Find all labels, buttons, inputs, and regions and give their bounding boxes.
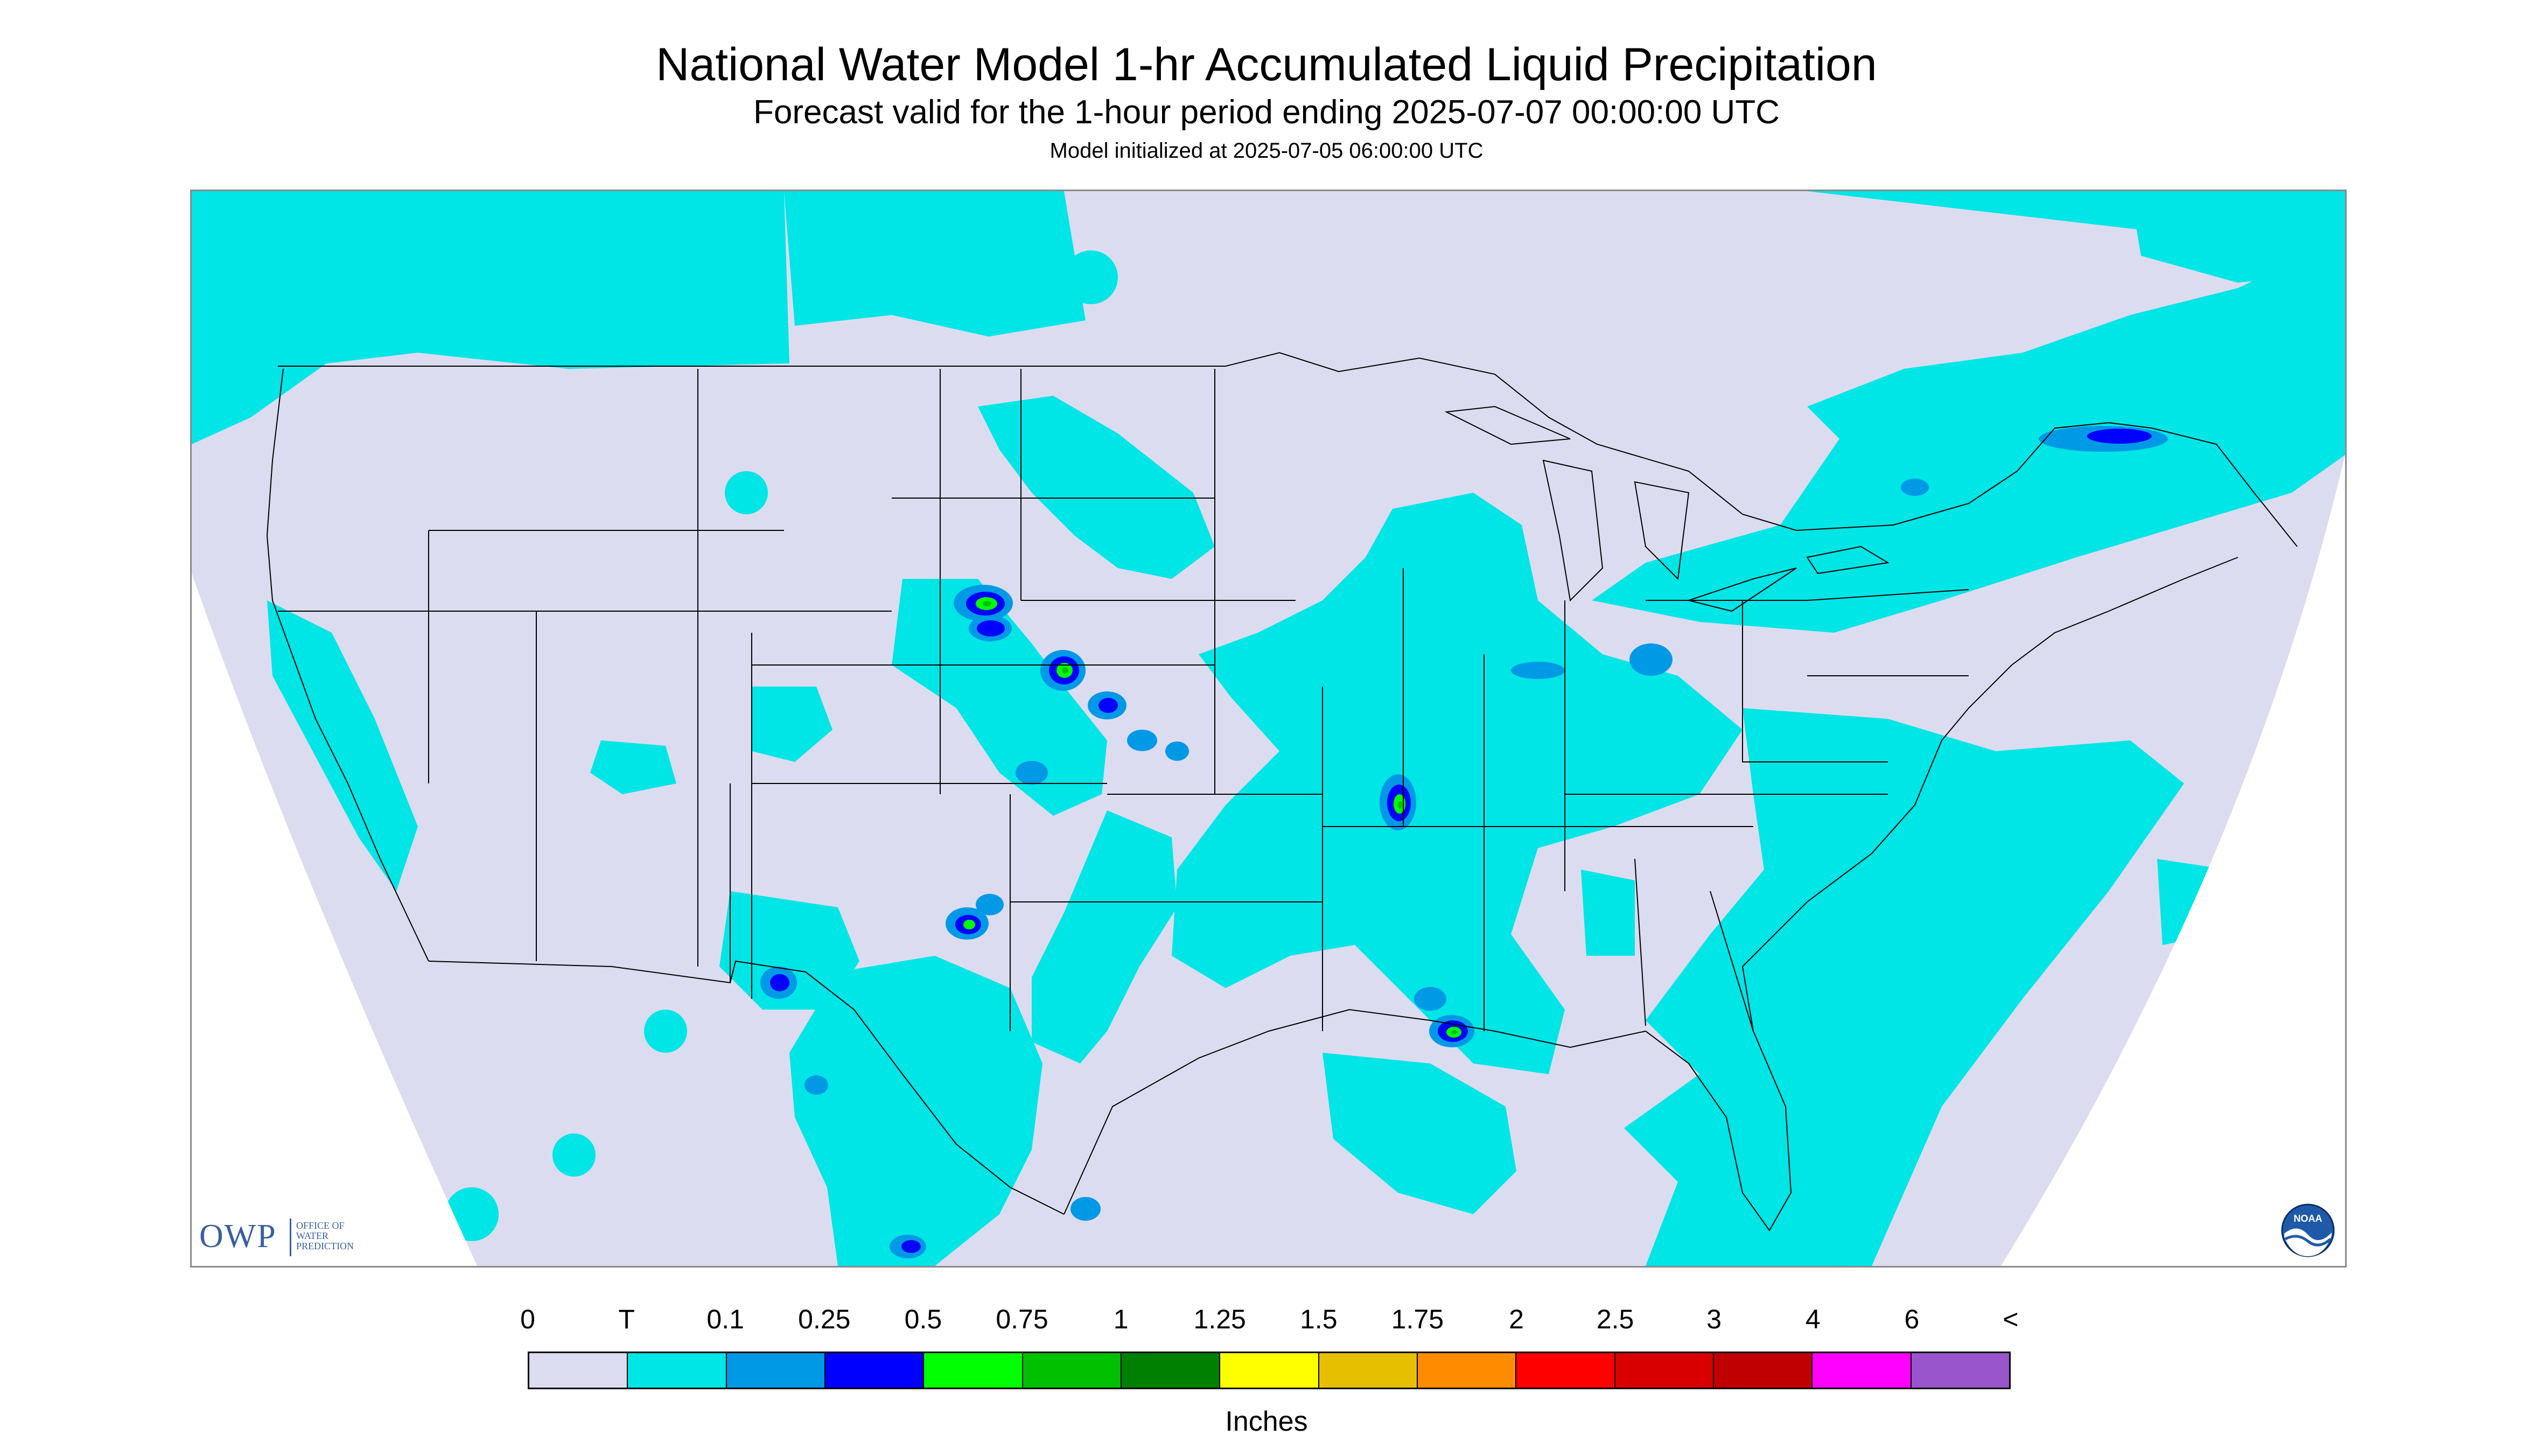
noaa-logo-text: NOAA: [2294, 1213, 2322, 1224]
legend-swatch-4: [924, 1353, 1023, 1388]
legend-label-2: 0.1: [706, 1304, 744, 1334]
legend-label-0: 0: [520, 1304, 535, 1334]
precipitation-map: OWP OFFICE OF WATER PREDICTION NOAA: [190, 190, 2347, 1268]
legend-swatch-12: [1713, 1353, 1813, 1388]
us-mexico-border: [428, 960, 1065, 1215]
atlantic-coastline: [1741, 557, 2238, 1032]
precip-0-5-areas: [963, 597, 1461, 1038]
legend-swatch-6: [1121, 1353, 1221, 1388]
gulf-coastline: [1063, 1009, 1792, 1231]
legend-swatch-13: [1813, 1353, 1912, 1388]
precip-trace-areas: [192, 191, 2345, 1266]
legend-label-1: T: [618, 1304, 635, 1334]
legend-label-9: 1.75: [1391, 1304, 1444, 1334]
legend-label-15: <: [2003, 1304, 2019, 1334]
legend-label-14: 6: [1904, 1304, 1920, 1334]
legend-swatch-1: [628, 1353, 727, 1388]
owp-logo: OWP OFFICE OF WATER PREDICTION: [199, 1213, 372, 1262]
precip-0-75-cores: [983, 601, 1458, 1034]
outside-domain-right: [2001, 455, 2345, 1266]
great-lakes-outline: [1444, 405, 1890, 612]
legend-swatch-11: [1615, 1353, 1714, 1388]
legend-swatch-10: [1516, 1353, 1615, 1388]
legend-swatch-3: [825, 1353, 925, 1388]
legend-swatch-8: [1319, 1353, 1418, 1388]
map-title: National Water Model 1-hr Accumulated Li…: [656, 39, 1877, 90]
legend-label-10: 2: [1509, 1304, 1524, 1334]
owp-logo-divider: [290, 1219, 291, 1256]
outside-domain-left: [192, 573, 477, 1266]
legend-swatch-9: [1417, 1353, 1517, 1388]
noaa-logo-icon: NOAA: [2281, 1203, 2335, 1257]
legend-label-11: 2.5: [1596, 1304, 1634, 1334]
legend-label-7: 1.25: [1193, 1304, 1246, 1334]
legend-swatch-7: [1220, 1353, 1319, 1388]
owp-logo-words: OFFICE OF WATER PREDICTION: [296, 1220, 354, 1251]
legend-swatch-2: [726, 1353, 825, 1388]
state-lines: [278, 369, 1969, 1032]
map-canvas: [192, 191, 2345, 1266]
legend-tick-labels: 0 T 0.1 0.25 0.5 0.75 1 1.25 1.5 1.75 2 2.5 3 4 6 <: [0, 1303, 2533, 1341]
pacific-coastline: [266, 368, 429, 962]
owp-logo-letters: OWP: [199, 1218, 277, 1255]
legend-label-4: 0.5: [904, 1304, 942, 1334]
legend-swatch-14: [1911, 1353, 2009, 1388]
legend-color-bar: [528, 1352, 2011, 1389]
legend-label-3: 0.25: [798, 1304, 851, 1334]
us-canada-border: [278, 352, 2298, 547]
legend-label-13: 4: [1805, 1304, 1821, 1334]
legend-label-12: 3: [1706, 1304, 1722, 1334]
legend-label-6: 1: [1113, 1304, 1129, 1334]
legend-label-8: 1.5: [1300, 1304, 1338, 1334]
legend-unit-label: Inches: [1225, 1406, 1308, 1437]
legend-swatch-0: [529, 1353, 628, 1388]
model-init-text: Model initialized at 2025-07-05 06:00:00…: [1049, 139, 1484, 163]
map-subtitle: Forecast valid for the 1-hour period end…: [753, 94, 1780, 131]
political-boundaries: [266, 352, 2298, 1231]
legend-swatch-5: [1023, 1353, 1122, 1388]
legend-label-5: 0.75: [996, 1304, 1048, 1334]
